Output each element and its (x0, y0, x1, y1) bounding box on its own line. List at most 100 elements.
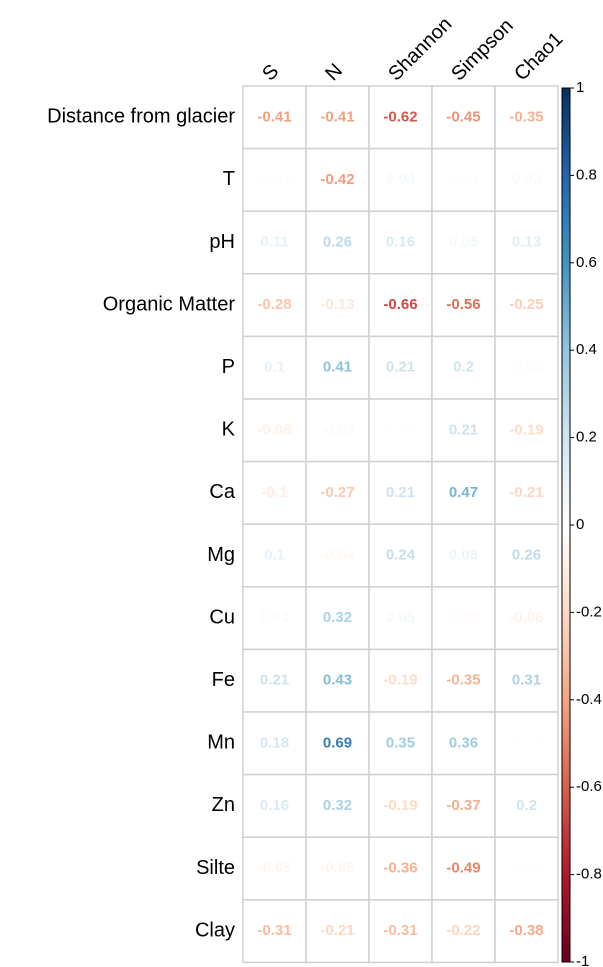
colorbar-tick-label: -0.6 (576, 778, 602, 795)
cell (431, 210, 496, 275)
cell-value: -0.02 (509, 359, 543, 376)
cell (242, 147, 307, 212)
cell (305, 85, 370, 150)
cell-value: -0.41 (257, 108, 291, 125)
cell (494, 711, 559, 776)
cell-value: -0.62 (383, 108, 417, 125)
cell (431, 711, 496, 776)
cell-value: -0.35 (446, 672, 480, 689)
cell-value: -0.45 (446, 108, 480, 125)
cell (242, 460, 307, 525)
cell-value: -0.05 (320, 859, 354, 876)
row-label: Mg (207, 544, 235, 566)
cell-value: -0.41 (320, 108, 354, 125)
cell (494, 836, 559, 901)
cell (431, 836, 496, 901)
column-label: N (321, 59, 347, 85)
cell-value: 0.05 (449, 233, 478, 250)
cell (242, 899, 307, 964)
colorbar-tick-label: -0.4 (576, 691, 602, 708)
cell-value: -0.36 (383, 859, 417, 876)
cell-value: 0.36 (449, 734, 478, 751)
cell (305, 648, 370, 713)
cell (242, 711, 307, 776)
cell-value: -0.1 (262, 484, 288, 501)
cell-value: 0.43 (323, 672, 352, 689)
cell-value: 0.21 (386, 359, 415, 376)
row-label: Ca (209, 481, 235, 503)
row-label: Clay (195, 919, 235, 941)
colorbar (561, 87, 571, 963)
cell-value: 0.16 (386, 233, 415, 250)
cell (368, 586, 433, 651)
cell-value: 0.18 (260, 734, 289, 751)
cell-value: -0.31 (257, 922, 291, 939)
cell (368, 711, 433, 776)
cell (494, 273, 559, 338)
colorbar-tick-label: -0.2 (576, 603, 602, 620)
cell-value: -0.49 (446, 859, 480, 876)
row-label: pH (209, 231, 235, 253)
cell (494, 648, 559, 713)
cell-value: -0.08 (257, 421, 291, 438)
cell-value: 0.2 (453, 359, 474, 376)
cell (431, 648, 496, 713)
cell-value: -0.19 (509, 421, 543, 438)
cell-value: 0.13 (512, 233, 541, 250)
cell-value: 0.01 (512, 734, 541, 751)
cell (368, 899, 433, 964)
cell-value: -0.28 (257, 296, 291, 313)
cell-value: -0.01 (446, 171, 480, 188)
row-label: Silte (196, 857, 235, 879)
cell (494, 398, 559, 463)
cell-value: -0.04 (320, 546, 355, 563)
cell-value: -0.42 (320, 171, 354, 188)
row-label: Fe (212, 669, 235, 691)
row-label: Cu (209, 606, 235, 628)
cell-value: 0.31 (512, 672, 541, 689)
cell-value: 0.21 (449, 421, 478, 438)
colorbar-tick-label: 0.8 (576, 166, 597, 183)
cell-value: -0.66 (383, 296, 417, 313)
column-label: Chao1 (510, 28, 567, 85)
row-label: Organic Matter (103, 293, 236, 315)
cell-value: -0.31 (383, 922, 417, 939)
row-label: Zn (212, 794, 235, 816)
cell-value: 0.26 (323, 233, 352, 250)
cell-value: -0.01 (257, 171, 291, 188)
cell (494, 523, 559, 588)
cell-value: 0.69 (323, 734, 352, 751)
cell-value: 0.04 (386, 171, 416, 188)
cell-value: 0.26 (512, 546, 541, 563)
cell (368, 335, 433, 400)
cell (242, 773, 307, 838)
cell (494, 147, 559, 212)
cell-value: -0.22 (446, 922, 480, 939)
colorbar-tick-label: 0.6 (576, 254, 597, 271)
cell (305, 210, 370, 275)
cell (305, 586, 370, 651)
row-label: T (223, 168, 235, 190)
cell-value: 0.08 (449, 546, 478, 563)
cell-value: -0.21 (320, 922, 354, 939)
cell-value: 0.21 (386, 484, 415, 501)
cell-value: 0.01 (386, 421, 415, 438)
cell-value: -0.19 (383, 672, 417, 689)
colorbar-tick-label: -1 (576, 953, 589, 967)
cell (242, 523, 307, 588)
cell-value: 0.16 (260, 797, 289, 814)
cell-value: 0.03 (512, 171, 541, 188)
colorbar-tick-label: 0.4 (576, 341, 597, 358)
cell-value: 0.32 (323, 797, 352, 814)
cell (431, 773, 496, 838)
cell-value: 0.1 (264, 546, 285, 563)
cell (431, 398, 496, 463)
cell (368, 147, 433, 212)
cell (431, 899, 496, 964)
cell-value: 0.24 (386, 546, 416, 563)
colorbar-tick-label: 1 (576, 79, 584, 96)
cell (242, 648, 307, 713)
cell (242, 335, 307, 400)
row-label: Distance from glacier (47, 106, 235, 128)
